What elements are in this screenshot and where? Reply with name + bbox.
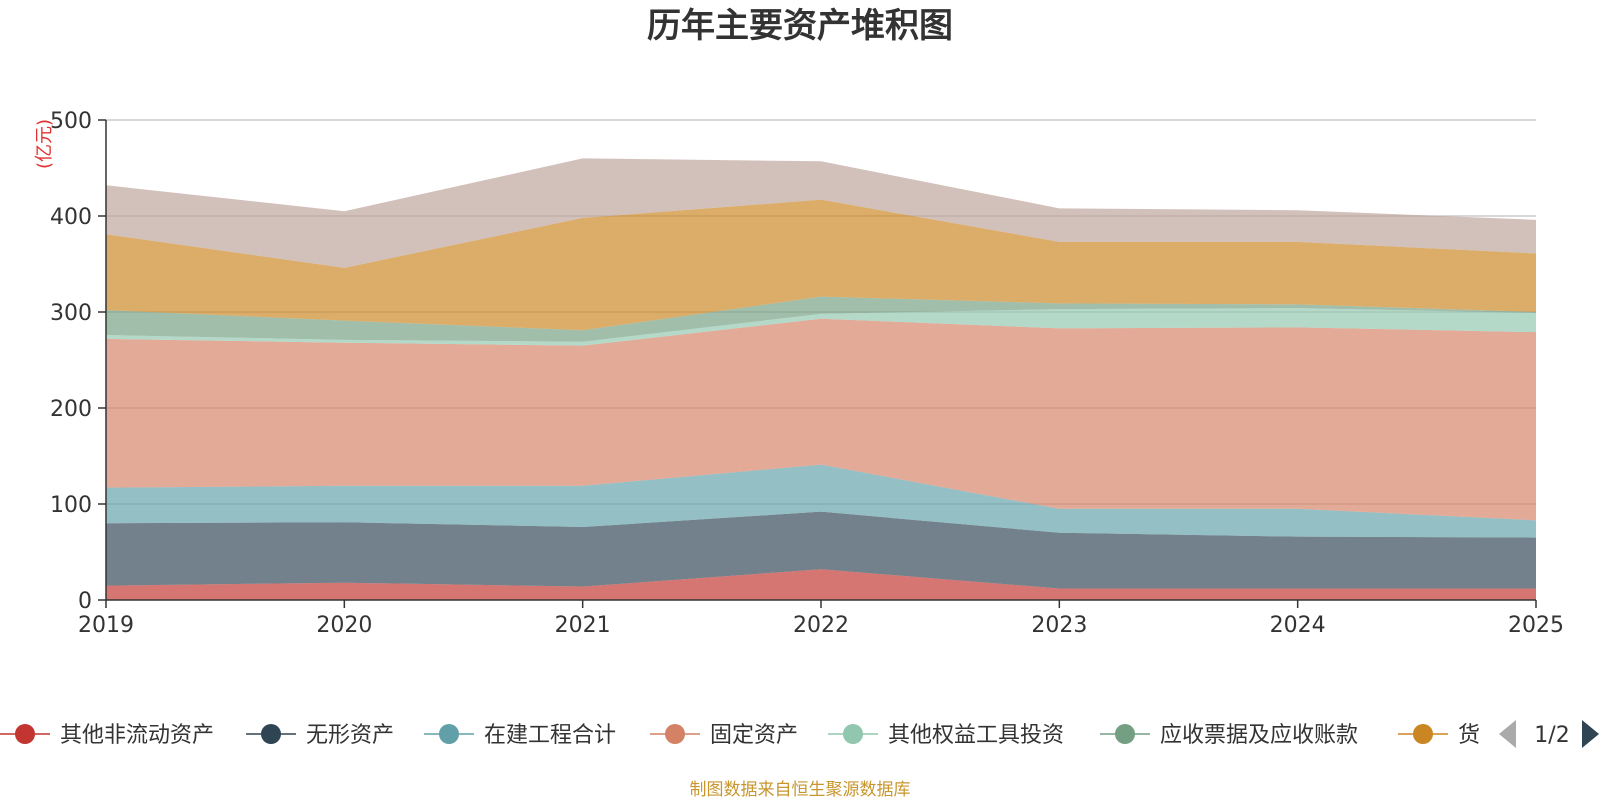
data-source-note: 制图数据来自恒生聚源数据库 — [690, 780, 911, 800]
legend-item[interactable]: 固定资产 — [650, 723, 798, 748]
y-tick-label: 400 — [50, 205, 92, 230]
x-tick-label: 2022 — [793, 613, 849, 638]
area-series-layer — [106, 158, 1536, 600]
legend: 其他非流动资产 无形资产 在建工程合计 固定资产 其他权益工具投资 应收票据及应收账款 货 — [0, 723, 1480, 748]
x-tick-label: 2025 — [1508, 613, 1564, 638]
area-series-3 — [106, 464, 1536, 538]
x-axis-ticks: 2019 2020 2021 2022 2023 2024 2025 — [78, 600, 1564, 638]
legend-next-page-icon[interactable] — [1582, 720, 1599, 748]
legend-item[interactable]: 在建工程合计 — [424, 723, 616, 748]
area-series-7 — [106, 199, 1536, 331]
y-tick-label: 100 — [50, 493, 92, 518]
y-axis-ticks: 0 100 200 300 400 500 — [50, 109, 106, 614]
legend-label: 其他非流动资产 — [60, 723, 214, 748]
area-series-2 — [106, 511, 1536, 589]
legend-label: 应收票据及应收账款 — [1160, 723, 1358, 748]
y-axis-unit-label: (亿元) — [34, 119, 55, 169]
x-tick-label: 2020 — [316, 613, 372, 638]
legend-marker-icon — [439, 724, 459, 744]
legend-item[interactable]: 无形资产 — [246, 723, 394, 748]
y-tick-label: 500 — [50, 109, 92, 134]
legend-marker-icon — [1115, 724, 1135, 744]
legend-item[interactable]: 应收票据及应收账款 — [1100, 723, 1358, 748]
legend-marker-icon — [1413, 724, 1433, 744]
y-tick-label: 200 — [50, 397, 92, 422]
chart-title: 历年主要资产堆积图 — [647, 6, 953, 46]
legend-marker-icon — [665, 724, 685, 744]
legend-pager: 1/2 — [1499, 720, 1599, 748]
legend-page-indicator: 1/2 — [1534, 723, 1569, 748]
legend-marker-icon — [843, 724, 863, 744]
area-series-4 — [106, 318, 1536, 521]
legend-label: 固定资产 — [710, 723, 798, 748]
x-tick-label: 2019 — [78, 613, 134, 638]
legend-label: 在建工程合计 — [484, 723, 616, 748]
legend-label: 其他权益工具投资 — [888, 723, 1064, 748]
area-series-1 — [106, 569, 1536, 600]
legend-label: 无形资产 — [306, 723, 394, 748]
area-series-8 — [106, 158, 1536, 268]
legend-item[interactable]: 货 — [1398, 723, 1480, 748]
legend-marker-icon — [261, 724, 281, 744]
area-series-5 — [106, 308, 1536, 346]
x-tick-label: 2023 — [1031, 613, 1087, 638]
legend-label: 货 — [1458, 723, 1480, 748]
legend-marker-icon — [15, 724, 35, 744]
y-tick-label: 300 — [50, 301, 92, 326]
legend-item[interactable]: 其他权益工具投资 — [828, 723, 1064, 748]
x-tick-label: 2021 — [555, 613, 611, 638]
y-tick-label: 0 — [78, 589, 92, 614]
legend-item[interactable]: 其他非流动资产 — [0, 723, 214, 748]
legend-prev-page-icon[interactable] — [1499, 720, 1516, 748]
area-series-6 — [106, 296, 1536, 342]
x-tick-label: 2024 — [1270, 613, 1326, 638]
